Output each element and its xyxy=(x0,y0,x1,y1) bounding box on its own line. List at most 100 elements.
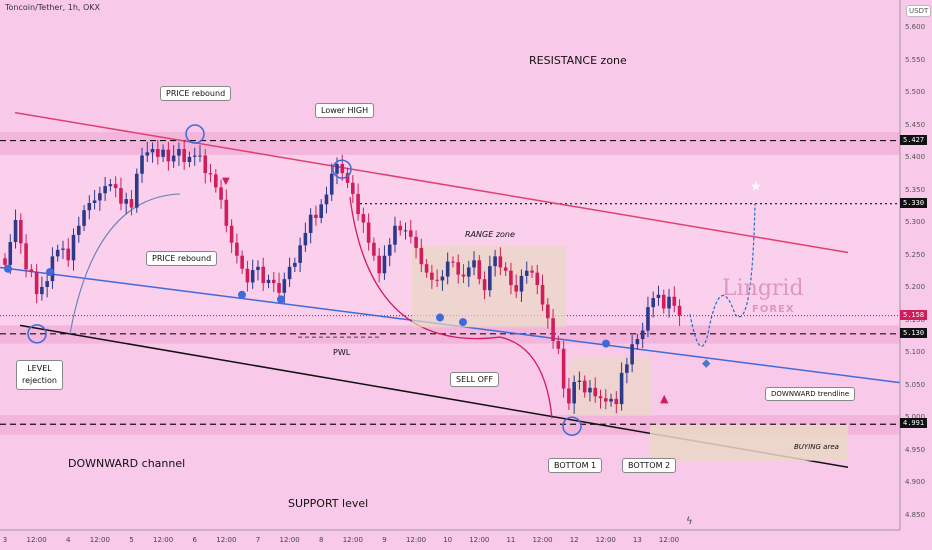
x-tick-label: 12:00 xyxy=(595,536,616,544)
candle-body xyxy=(203,155,208,174)
candle-body xyxy=(382,255,387,274)
candle-body xyxy=(456,262,461,275)
candle-body xyxy=(129,199,134,208)
candle-body xyxy=(282,279,287,293)
candle-body xyxy=(98,193,102,201)
level-rejection-line1: LEVEL xyxy=(27,364,52,373)
y-tick-label: 5.400 xyxy=(905,153,926,162)
y-tick-label: 5.600 xyxy=(905,23,926,31)
candle-body xyxy=(335,163,339,174)
zone-resistance xyxy=(0,132,900,155)
currency-badge[interactable]: USDT xyxy=(906,5,932,17)
candle-body xyxy=(556,340,561,349)
candle-body xyxy=(277,283,281,293)
candle-body xyxy=(419,247,424,265)
x-tick-label: 7 xyxy=(255,536,261,544)
candle-body xyxy=(430,272,434,280)
bottom-range-box xyxy=(570,356,652,416)
candle-body xyxy=(593,387,598,397)
x-tick-label: 6 xyxy=(192,536,197,544)
candle-body xyxy=(440,276,445,281)
candle-body xyxy=(182,149,186,163)
candle-body xyxy=(493,256,497,267)
highlight-circle-3 xyxy=(562,416,582,436)
candle-body xyxy=(61,248,65,250)
downward-trendline-label: DOWNWARD trendline xyxy=(765,387,856,401)
candle-body xyxy=(435,279,439,281)
touch-dot-4 xyxy=(436,313,444,322)
candle-body xyxy=(408,230,413,237)
buying-area-box xyxy=(650,424,848,461)
sell-off-label: SELL OFF xyxy=(450,372,500,387)
x-tick-label: 9 xyxy=(382,536,387,544)
candle-body xyxy=(82,210,86,226)
x-tick-label: 12:00 xyxy=(153,536,174,544)
candle-body xyxy=(55,249,60,257)
candle-body xyxy=(461,274,466,277)
candle-body xyxy=(630,344,634,365)
candle-body xyxy=(667,296,671,309)
highlight-circle-2 xyxy=(27,324,47,344)
resistance-zone-label: RESISTANCE zone xyxy=(529,54,627,67)
candle-body xyxy=(509,270,513,286)
candle-body xyxy=(477,260,482,280)
zone-mid_level xyxy=(0,325,900,344)
candle-body xyxy=(366,222,371,243)
highlight-circle-0 xyxy=(185,124,205,144)
candle-body xyxy=(572,381,576,404)
candle-body xyxy=(214,174,218,188)
candle-body xyxy=(34,272,39,295)
x-tick-label: 4 xyxy=(66,536,71,544)
candle-body xyxy=(324,194,329,205)
x-tick-label: 12:00 xyxy=(342,536,363,544)
candle-body xyxy=(646,307,650,331)
candle-body xyxy=(24,243,28,270)
candle-body xyxy=(403,230,408,232)
candle-body xyxy=(445,261,450,277)
candle-body xyxy=(535,272,540,286)
x-tick-label: 13 xyxy=(632,536,642,544)
y-tick-label: 5.500 xyxy=(905,88,926,97)
level-rejection-label: LEVEL rejection xyxy=(16,360,63,390)
candle-body xyxy=(261,266,266,284)
projection-path xyxy=(689,203,756,347)
candle-body xyxy=(466,267,471,277)
candle-body xyxy=(256,266,260,271)
y-tick-label: 4.850 xyxy=(905,511,926,519)
candle-body xyxy=(287,266,292,280)
symbol-title: Toncoin/Tether, 1h, OKX xyxy=(5,3,100,12)
candle-body xyxy=(345,173,350,183)
candle-body xyxy=(76,225,81,235)
candle-body xyxy=(134,173,139,208)
x-tick-label: 12:00 xyxy=(532,536,553,544)
candle-body xyxy=(482,279,487,291)
candle-body xyxy=(361,214,366,223)
candle-body xyxy=(451,261,455,263)
candle-body xyxy=(113,184,118,189)
y-tick-label: 5.050 xyxy=(905,380,926,389)
touch-dot-1 xyxy=(46,268,54,276)
candle-body xyxy=(530,270,534,273)
candle-body xyxy=(609,398,613,402)
candle-body xyxy=(177,149,181,156)
candle-body xyxy=(271,279,276,284)
level-rejection-line2: rejection xyxy=(22,376,57,385)
lightning-icon: ϟ xyxy=(686,516,693,527)
x-tick-label: 8 xyxy=(318,536,324,544)
candle-body xyxy=(50,256,55,282)
candle-body xyxy=(224,199,229,226)
candle-body xyxy=(293,262,297,267)
price-tag-4.991: 4.991 xyxy=(900,418,928,429)
y-tick-label: 5.100 xyxy=(905,348,926,357)
price-rebound-mid-label: PRICE rebound xyxy=(146,251,218,266)
candle-body xyxy=(598,396,603,399)
y-tick-label: 5.450 xyxy=(905,120,926,129)
candle-body xyxy=(140,155,144,174)
x-tick-label: 3 xyxy=(2,536,8,544)
candle-body xyxy=(29,269,34,272)
price-rebound-curve xyxy=(69,193,181,334)
support-level-label: SUPPORT level xyxy=(288,497,369,510)
candle-body xyxy=(329,173,334,195)
candle-body xyxy=(150,149,155,153)
